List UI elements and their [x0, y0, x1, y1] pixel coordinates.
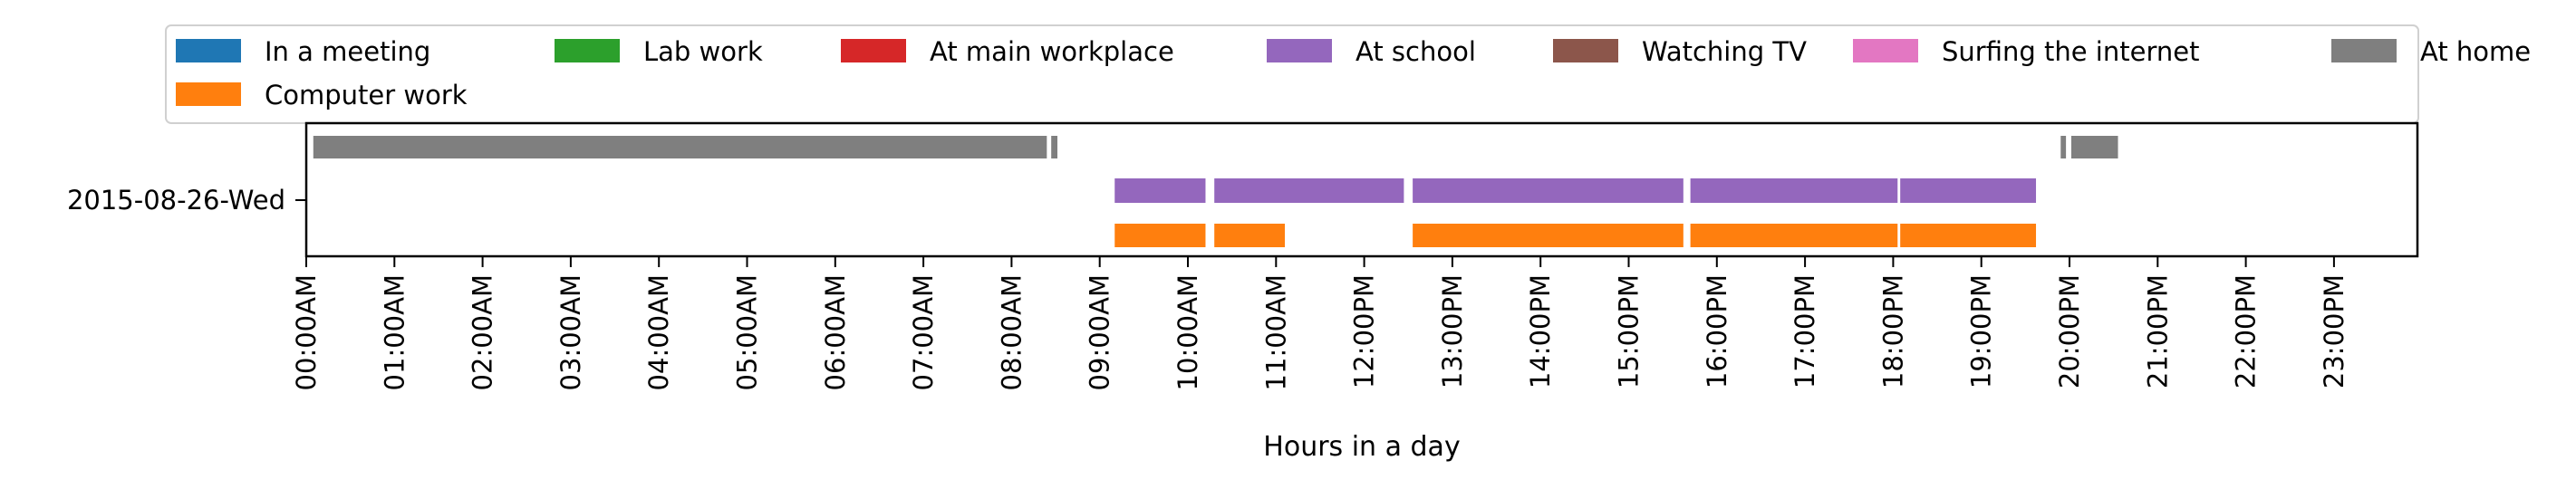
timeline-bar	[1214, 224, 1286, 247]
legend-item: In a meeting	[176, 36, 430, 67]
x-tick-label: 00:00AM	[291, 274, 322, 390]
x-axis-title: Hours in a day	[1263, 431, 1460, 463]
y-tick-label: 2015-08-26-Wed	[67, 185, 285, 216]
x-tick-label: 15:00PM	[1614, 274, 1645, 388]
x-tick-label: 14:00PM	[1525, 274, 1556, 388]
x-tick-label: 20:00PM	[2054, 274, 2085, 388]
x-tick-label: 13:00PM	[1437, 274, 1468, 388]
legend-item: At main workplace	[841, 36, 1174, 67]
x-tick-label: 22:00PM	[2231, 274, 2262, 388]
timeline-bar	[1114, 224, 1206, 247]
legend-label: At home	[2420, 36, 2531, 67]
legend: In a meeting Lab work At main workplace At …	[165, 24, 2531, 124]
legend-label: Surfing the internet	[1942, 36, 2199, 67]
y-axis: 2015-08-26-Wed	[67, 185, 306, 216]
x-tick-label: 17:00PM	[1790, 274, 1820, 388]
legend-label: At school	[1356, 36, 1476, 67]
legend-label: At main workplace	[930, 36, 1174, 67]
timeline-bar	[1413, 178, 1684, 203]
x-tick-label: 12:00PM	[1349, 274, 1380, 388]
x-axis: 00:00AM 01:00AM 02:00AM 03:00AM 04:00AM 05:00…	[291, 256, 2349, 390]
legend-label: Watching TV	[1642, 36, 1807, 67]
legend-label: Lab work	[643, 36, 763, 67]
timeline-bar	[1900, 224, 2037, 247]
timeline-bar	[1051, 136, 1057, 158]
x-tick-label: 06:00AM	[820, 274, 851, 390]
x-tick-label: 21:00PM	[2142, 274, 2173, 388]
legend-swatch	[176, 39, 241, 62]
timeline-bar	[1413, 224, 1684, 247]
legend-swatch	[1267, 39, 1332, 62]
legend-item: Watching TV	[1553, 36, 1807, 67]
x-tick-label: 19:00PM	[1966, 274, 1997, 388]
legend-swatch	[176, 82, 241, 106]
legend-swatch	[1853, 39, 1918, 62]
x-tick-label: 23:00PM	[2319, 274, 2349, 388]
legend-item: Computer work	[176, 80, 468, 110]
legend-swatch	[1553, 39, 1618, 62]
plot-area	[304, 121, 2419, 258]
x-tick-label: 18:00PM	[1877, 274, 1908, 388]
x-tick-label: 04:00AM	[643, 274, 674, 390]
timeline-bar	[1214, 178, 1404, 203]
x-tick-label: 09:00AM	[1085, 274, 1115, 390]
timeline-bar	[1690, 224, 1898, 247]
x-tick-label: 05:00AM	[732, 274, 763, 390]
x-tick-label: 07:00AM	[908, 274, 939, 390]
legend-item: At school	[1267, 36, 1476, 67]
x-tick-label: 08:00AM	[996, 274, 1027, 390]
legend-swatch	[841, 39, 906, 62]
legend-swatch	[2331, 39, 2397, 62]
legend-item: At home	[2331, 36, 2531, 67]
legend-item: Surfing the internet	[1853, 36, 2199, 67]
legend-label: Computer work	[265, 80, 468, 110]
legend-item: Lab work	[555, 36, 763, 67]
timeline-bar	[1114, 178, 1206, 203]
legend-swatch	[555, 39, 620, 62]
plot-frame	[304, 121, 2419, 258]
x-tick-label: 01:00AM	[379, 274, 410, 390]
timeline-bar	[2070, 136, 2118, 158]
x-tick-label: 11:00AM	[1260, 274, 1291, 390]
timeline-bar	[313, 136, 1047, 158]
timeline-bar	[1900, 178, 2037, 203]
x-tick-label: 16:00PM	[1702, 274, 1732, 388]
x-tick-label: 03:00AM	[555, 274, 586, 390]
legend-label: In a meeting	[265, 36, 430, 67]
timeline-bar	[1690, 178, 1898, 203]
x-tick-label: 02:00AM	[468, 274, 498, 390]
x-tick-label: 10:00AM	[1172, 274, 1203, 390]
timeline-bar	[2060, 136, 2067, 158]
